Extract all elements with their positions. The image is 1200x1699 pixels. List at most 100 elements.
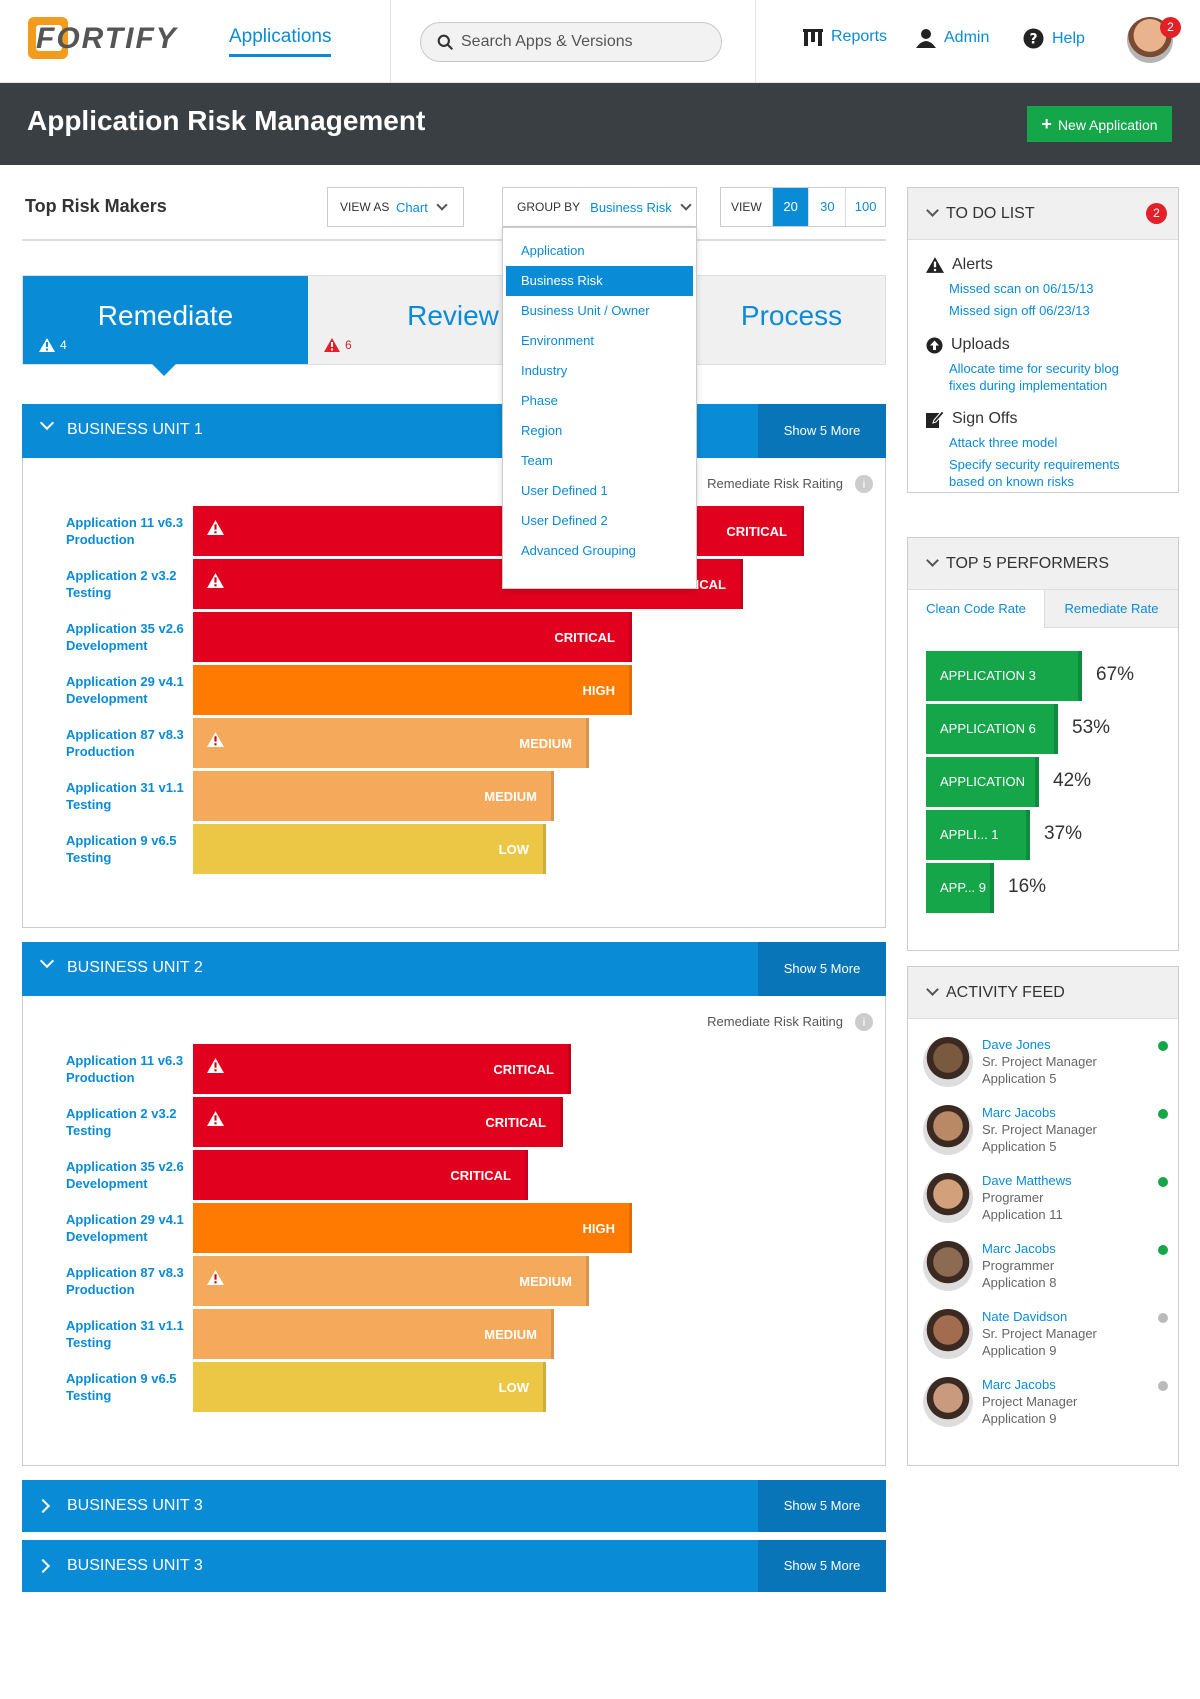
notification-badge[interactable]: 2 — [1160, 17, 1181, 38]
risk-bar[interactable]: CRITICAL — [193, 1150, 528, 1200]
risk-bar[interactable]: MEDIUM — [193, 771, 554, 821]
avatar[interactable] — [923, 1037, 973, 1087]
risk-bar[interactable]: CRITICAL — [193, 612, 632, 662]
performer-bar[interactable]: APPLI... 1 — [926, 810, 1030, 860]
group-by-option[interactable]: Business Risk — [506, 266, 693, 296]
user-name[interactable]: Marc Jacobs — [982, 1377, 1056, 1392]
search-box[interactable] — [420, 22, 722, 62]
group-by-option[interactable]: User Defined 2 — [521, 513, 608, 528]
tab-review[interactable]: Review 6 — [308, 276, 598, 364]
user-name[interactable]: Marc Jacobs — [982, 1105, 1056, 1120]
activity-item[interactable]: Marc Jacobs Sr. Project Manager Applicatio… — [923, 1105, 1168, 1165]
application-link[interactable]: Application 31 v1.1 Testing — [66, 1317, 184, 1351]
risk-bar[interactable]: CRITICAL — [193, 1044, 571, 1094]
page-size-20[interactable]: 20 — [771, 188, 809, 226]
new-application-button[interactable]: + New Application — [1027, 106, 1172, 142]
info-icon[interactable]: i — [855, 1013, 873, 1031]
nav-reports[interactable]: Reports — [803, 28, 887, 46]
group-by-option[interactable]: Region — [521, 423, 563, 438]
performer-bar[interactable]: APPLICATION 3 — [926, 651, 1082, 701]
todo-link[interactable]: Allocate time for security blog fixes du… — [949, 361, 1119, 393]
activity-feed-header[interactable]: ACTIVITY FEED — [908, 967, 1178, 1019]
performers-header[interactable]: TOP 5 PERFORMERS — [908, 538, 1178, 590]
activity-item[interactable]: Nate Davidson Sr. Project Manager Applicat… — [923, 1309, 1168, 1369]
group-by-option[interactable]: Advanced Grouping — [521, 543, 636, 558]
nav-applications[interactable]: Applications — [229, 26, 332, 57]
todo-header[interactable]: TO DO LIST 2 — [908, 188, 1178, 240]
application-link[interactable]: Application 31 v1.1 Testing — [66, 779, 184, 813]
activity-item[interactable]: Marc Jacobs Programmer Application 8 — [923, 1241, 1168, 1301]
show-more-button[interactable]: Show 5 More — [758, 1480, 886, 1532]
page-size-30[interactable]: 30 — [808, 188, 845, 226]
application-link[interactable]: Application 2 v3.2 Testing — [66, 567, 177, 601]
nav-help[interactable]: ? Help — [1023, 28, 1085, 49]
activity-item[interactable]: Dave Matthews Programer Application 11 — [923, 1173, 1168, 1233]
avatar[interactable] — [923, 1377, 973, 1427]
page-size-100[interactable]: 100 — [845, 188, 885, 226]
tab-remediate-rate[interactable]: Remediate Rate — [1044, 590, 1178, 628]
user-name[interactable]: Dave Matthews — [982, 1173, 1072, 1188]
application-link[interactable]: Application 29 v4.1 Development — [66, 673, 184, 707]
application-link[interactable]: Application 11 v6.3 Production — [66, 1052, 183, 1086]
avatar[interactable] — [923, 1105, 973, 1155]
risk-bar[interactable]: CRITICAL — [193, 506, 804, 556]
user-role: Sr. Project Manager — [982, 1122, 1097, 1137]
business-unit-3-header[interactable]: BUSINESS UNIT 3 Show 5 More — [22, 1540, 886, 1592]
tab-process[interactable]: Process — [598, 276, 885, 364]
info-icon[interactable]: i — [855, 475, 873, 493]
search-input[interactable] — [461, 31, 711, 53]
risk-bar[interactable]: CRITICAL — [193, 1097, 563, 1147]
avatar[interactable] — [923, 1309, 973, 1359]
show-more-button[interactable]: Show 5 More — [758, 942, 886, 996]
group-by-option[interactable]: User Defined 1 — [521, 483, 608, 498]
risk-bar[interactable]: MEDIUM — [193, 1256, 589, 1306]
application-link[interactable]: Application 9 v6.5 Testing — [66, 832, 177, 866]
performer-bar[interactable]: APPLICATION 6 — [926, 704, 1058, 754]
group-by-option[interactable]: Phase — [521, 393, 558, 408]
group-by-option[interactable]: Business Unit / Owner — [521, 303, 650, 318]
nav-admin[interactable]: Admin — [916, 28, 989, 48]
application-link[interactable]: Application 87 v8.3 Production — [66, 726, 184, 760]
user-name[interactable]: Nate Davidson — [982, 1309, 1068, 1324]
user-name[interactable]: Marc Jacobs — [982, 1241, 1056, 1256]
risk-bar[interactable]: HIGH — [193, 1203, 632, 1253]
todo-link[interactable]: Specify security requirements based on k… — [949, 457, 1120, 489]
performer-bar[interactable]: APPLICATION 2 — [926, 757, 1039, 839]
fortify-logo[interactable]: FORTIFY — [28, 17, 178, 61]
application-link[interactable]: Application 35 v2.6 Development — [66, 620, 184, 654]
show-more-button[interactable]: Show 5 More — [758, 1540, 886, 1592]
show-more-button[interactable]: Show 5 More — [758, 404, 886, 458]
user-name[interactable]: Dave Jones — [982, 1037, 1051, 1052]
application-link[interactable]: Application 9 v6.5 Testing — [66, 1370, 177, 1404]
risk-bar[interactable]: MEDIUM — [193, 718, 589, 768]
todo-link[interactable]: Attack three model — [949, 435, 1058, 450]
view-as-select[interactable]: VIEW AS Chart — [327, 187, 464, 227]
risk-bar[interactable]: HIGH — [193, 665, 632, 715]
todo-link[interactable]: Missed sign off 06/23/13 — [949, 303, 1090, 318]
risk-bar[interactable]: LOW — [193, 824, 546, 874]
application-link[interactable]: Application 87 v8.3 Production — [66, 1264, 184, 1298]
business-unit-1-header[interactable]: BUSINESS UNIT 1 — [22, 404, 590, 458]
group-by-option[interactable]: Environment — [521, 333, 594, 348]
business-unit-3-header[interactable]: BUSINESS UNIT 3 Show 5 More — [22, 1480, 886, 1532]
business-unit-2-header[interactable]: BUSINESS UNIT 2 Show 5 More — [22, 942, 886, 996]
avatar[interactable] — [923, 1173, 973, 1223]
risk-bar[interactable]: LOW — [193, 1362, 546, 1412]
risk-bar[interactable]: MEDIUM — [193, 1309, 554, 1359]
group-by-option[interactable]: Team — [521, 453, 553, 468]
application-link[interactable]: Application 35 v2.6 Development — [66, 1158, 184, 1192]
todo-link[interactable]: Missed scan on 06/15/13 — [949, 281, 1094, 296]
application-link[interactable]: Application 2 v3.2 Testing — [66, 1105, 177, 1139]
tab-clean-code-rate[interactable]: Clean Code Rate — [908, 590, 1044, 628]
group-by-select[interactable]: GROUP BY Business Risk — [502, 187, 697, 227]
business-unit-1-header-right[interactable]: Show 5 More — [697, 404, 886, 458]
group-by-option[interactable]: Application — [521, 243, 585, 258]
application-link[interactable]: Application 11 v6.3 Production — [66, 514, 183, 548]
avatar[interactable] — [923, 1241, 973, 1291]
application-link[interactable]: Application 29 v4.1 Development — [66, 1211, 184, 1245]
tab-remediate[interactable]: Remediate 4 — [23, 276, 308, 364]
performer-bar[interactable]: APP... 9 — [926, 863, 994, 913]
group-by-option[interactable]: Industry — [521, 363, 568, 378]
activity-item[interactable]: Dave Jones Sr. Project Manager Application… — [923, 1037, 1168, 1097]
activity-item[interactable]: Marc Jacobs Project Manager Application 9 — [923, 1377, 1168, 1437]
